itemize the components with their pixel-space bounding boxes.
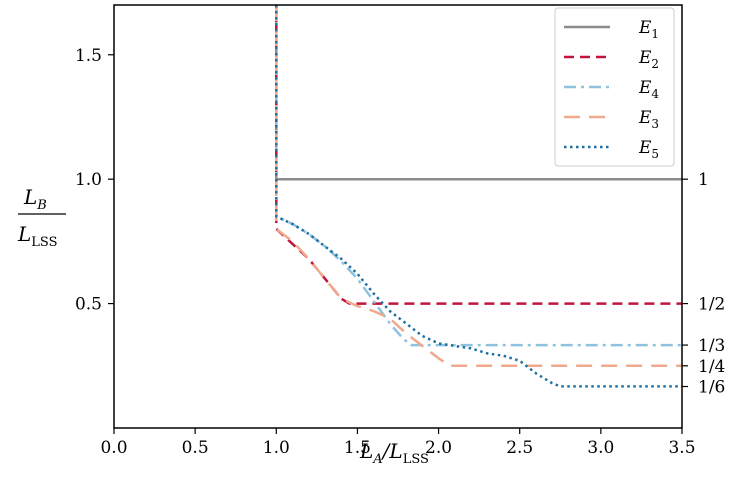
- series-line-e5: [275, 5, 682, 388]
- right-tick-label: 1/6: [698, 378, 725, 398]
- x-tick-label: 2.5: [506, 438, 533, 458]
- y-tick-label: 0.5: [75, 295, 102, 315]
- plot-frame: [113, 4, 683, 429]
- y-axis-label: LB LLSS: [17, 185, 66, 250]
- plot-lines: [275, 5, 682, 388]
- x-tick-label: 0.0: [100, 438, 127, 458]
- right-tick-label: 1/4: [698, 357, 725, 377]
- x-tick-label: 1.5: [344, 438, 371, 458]
- svg-text:LLSS: LLSS: [17, 222, 58, 250]
- x-tick-label: 0.5: [182, 438, 209, 458]
- svg-text:LA/LLSS: LA/LLSS: [359, 439, 429, 467]
- x-tick-label: 2.0: [425, 438, 452, 458]
- right-tick-label: 1/3: [698, 336, 725, 356]
- axis-ticks: 0.0 0.5 1.0 1.5 2.0 2.5 3.0 3.5 0.5 1.0 1.5: [75, 46, 696, 458]
- x-tick-label: 3.5: [668, 438, 695, 458]
- x-axis-label: LA/LLSS: [359, 439, 429, 467]
- right-tick-label: 1/2: [698, 295, 725, 315]
- x-tick-label: 1.0: [263, 438, 290, 458]
- series-line-e3: [275, 5, 682, 368]
- legend-box: [554, 7, 675, 167]
- x-tick-label: 3.0: [587, 438, 614, 458]
- svg-text:LB: LB: [23, 185, 47, 213]
- right-labels: 1 1/2 1/31/41/6: [682, 170, 725, 398]
- right-tick-label: 1: [698, 170, 709, 190]
- y-tick-label: 1.5: [75, 46, 102, 66]
- y-tick-label: 1.0: [75, 170, 102, 190]
